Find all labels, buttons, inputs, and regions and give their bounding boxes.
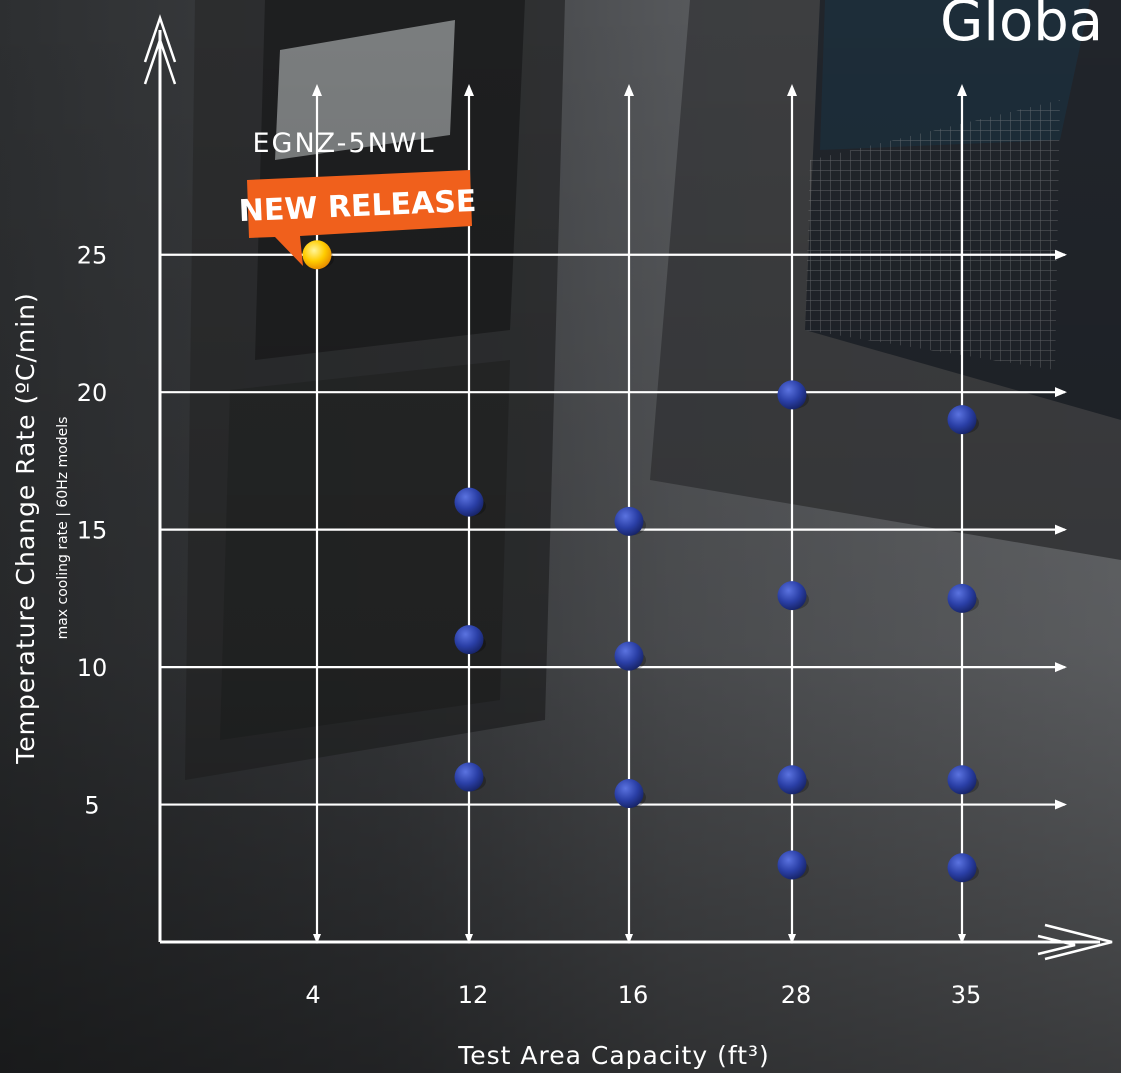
data-point (614, 506, 646, 536)
x-tick-label: 16 (618, 981, 649, 1009)
h-grid-line-10 (160, 662, 1067, 673)
h-grid-line-20 (160, 387, 1067, 398)
y-tick-label: 15 (77, 517, 108, 545)
data-point (947, 583, 979, 613)
y-axis-subtitle: max cooling rate | 60Hz models (55, 417, 71, 640)
partial-heading: Globa (940, 0, 1103, 54)
y-tick-label: 25 (77, 242, 108, 270)
h-grid-line-15 (160, 524, 1067, 535)
data-point (454, 487, 486, 517)
x-axis-double-arrow-icon (1037, 923, 1113, 961)
data-point (454, 625, 486, 655)
data-point (947, 853, 979, 883)
data-point (947, 765, 979, 795)
y-tick-label: 20 (77, 379, 108, 407)
new-release-badge: NEW RELEASE (238, 170, 477, 266)
data-point (947, 405, 979, 435)
y-axis-title: Temperature Change Rate (ºC/min) (11, 292, 40, 765)
data-points (302, 240, 979, 883)
new-release-annotation: EGNZ-5NWL NEW RELEASE (238, 128, 477, 266)
data-point (614, 641, 646, 671)
x-tick-label: 12 (458, 981, 489, 1009)
data-point (777, 765, 809, 795)
axes (143, 14, 1113, 961)
h-grid-line-5 (160, 799, 1067, 810)
x-axis-title: Test Area Capacity (ft³) (457, 1041, 770, 1070)
data-point (777, 850, 809, 880)
data-point (454, 762, 486, 792)
v-grid-line-28 (787, 84, 797, 944)
model-label: EGNZ-5NWL (252, 128, 435, 159)
highlight-point (302, 240, 334, 270)
v-grid-line-35 (957, 84, 967, 944)
x-tick-label: 4 (305, 981, 320, 1009)
data-point (614, 779, 646, 809)
tick-labels: 5 10 15 20 25 4 12 16 28 35 (77, 242, 982, 1009)
data-point (777, 380, 809, 410)
y-tick-label: 5 (84, 792, 99, 820)
y-tick-label: 10 (77, 654, 108, 682)
y-axis-double-arrow-icon (143, 14, 177, 85)
x-tick-label: 35 (951, 981, 982, 1009)
x-tick-label: 28 (781, 981, 812, 1009)
data-point (777, 581, 809, 611)
